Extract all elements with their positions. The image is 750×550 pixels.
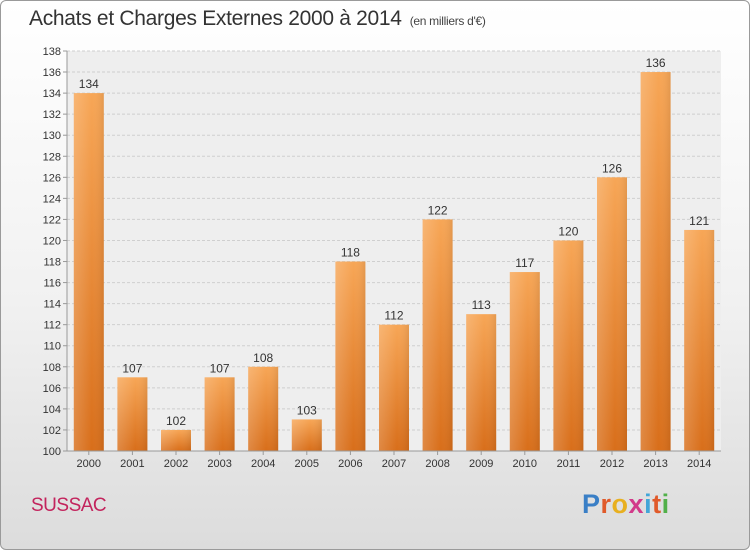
data-label-2001: 107 — [122, 361, 142, 375]
data-label-2012: 126 — [602, 161, 622, 175]
bar-shade-2012 — [597, 177, 627, 451]
data-label-2010: 117 — [515, 256, 534, 270]
bar-shade-2005 — [291, 419, 322, 451]
bar-shade-2004 — [248, 366, 279, 451]
bar-shade-2009 — [466, 314, 497, 451]
logo-letter: i — [661, 489, 670, 519]
bar-shade-2001 — [117, 377, 148, 451]
y-tick-label: 112 — [43, 320, 61, 332]
x-tick-label-2007: 2007 — [382, 458, 406, 470]
x-tick-label-2003: 2003 — [207, 458, 231, 470]
x-tick-label-2006: 2006 — [338, 458, 362, 470]
data-label-2004: 108 — [253, 351, 273, 365]
data-label-2009: 113 — [472, 298, 491, 312]
proxiti-logo: Proxiti — [582, 489, 670, 520]
data-label-2008: 122 — [428, 203, 448, 217]
bar-shade-2013 — [640, 72, 671, 451]
data-label-2000: 134 — [79, 77, 99, 91]
data-label-2005: 103 — [297, 403, 317, 417]
logo-letter: i — [644, 489, 653, 519]
y-tick-label: 114 — [43, 299, 61, 311]
chart-unit-note: (en milliers d'€) — [409, 14, 486, 28]
bar-shade-2003 — [204, 377, 235, 451]
x-tick-label-2014: 2014 — [687, 458, 711, 470]
bar-shade-2008 — [422, 219, 453, 451]
y-tick-label: 108 — [43, 362, 61, 374]
data-label-2007: 112 — [384, 309, 403, 323]
y-tick-label: 124 — [43, 193, 61, 205]
bar-shade-2002 — [161, 429, 191, 451]
y-tick-label: 100 — [43, 446, 61, 458]
data-label-2014: 121 — [689, 214, 709, 228]
y-tick-label: 128 — [43, 151, 61, 163]
x-tick-label-2012: 2012 — [600, 458, 624, 470]
data-labels: 134 107 102 107 108 103 118 112 122 113 117 120 126 1… — [79, 56, 710, 428]
bar-shade-2014 — [684, 229, 715, 451]
y-tick-labels: 100 102 104 106 108 110 112 114 116 118 120 122 124 1… — [43, 46, 61, 458]
bar-shade-2011 — [553, 240, 584, 451]
bars-group — [73, 72, 715, 455]
y-tick-label: 110 — [43, 341, 61, 353]
data-label-2013: 136 — [646, 56, 666, 70]
y-tick-label: 136 — [43, 67, 61, 79]
y-tick-label: 126 — [43, 172, 61, 184]
x-tick-label-2001: 2001 — [120, 458, 144, 470]
y-tick-label: 118 — [43, 257, 61, 269]
logo-letter: o — [611, 489, 629, 519]
bar-shade-2006 — [335, 261, 366, 451]
x-tick-labels: 2000 2001 2002 2003 2004 2005 2006 2007 2008 2009… — [77, 458, 712, 470]
logo-letter: r — [600, 489, 612, 519]
bar-shade-2010 — [509, 272, 540, 451]
x-tick-label-2008: 2008 — [425, 458, 449, 470]
logo-letter: t — [652, 489, 662, 519]
data-label-2006: 118 — [341, 246, 360, 260]
y-tick-label: 130 — [43, 130, 61, 142]
y-tick-label: 104 — [43, 404, 61, 416]
y-tick-label: 106 — [43, 383, 61, 395]
x-tick-label-2005: 2005 — [295, 458, 319, 470]
x-tick-label-2004: 2004 — [251, 458, 275, 470]
y-tick-label: 102 — [43, 425, 61, 437]
y-tick-label: 138 — [43, 46, 61, 58]
logo-letter: x — [628, 489, 645, 519]
bar-shade-2000 — [73, 93, 104, 452]
logo-letter: P — [582, 489, 601, 519]
y-tick-label: 132 — [43, 109, 61, 121]
x-tick-label-2002: 2002 — [164, 458, 188, 470]
y-tick-label: 120 — [43, 235, 61, 247]
bar-shade-2007 — [379, 324, 409, 451]
x-tick-label-2011: 2011 — [557, 458, 581, 470]
x-tick-label-2013: 2013 — [643, 458, 667, 470]
place-label: SUSSAC — [31, 495, 107, 516]
x-tick-label-2010: 2010 — [513, 458, 537, 470]
x-tick-label-2000: 2000 — [77, 458, 101, 470]
chart-title: Achats et Charges Externes 2000 à 2014 (e… — [29, 7, 486, 31]
data-label-2011: 120 — [558, 224, 578, 238]
data-label-2002: 102 — [166, 414, 186, 428]
y-tick-label: 134 — [43, 88, 61, 100]
data-label-2003: 107 — [210, 361, 230, 375]
x-tick-label-2009: 2009 — [469, 458, 493, 470]
chart-title-text: Achats et Charges Externes 2000 à 2014 — [29, 7, 402, 30]
y-tick-label: 116 — [43, 278, 61, 290]
y-tick-label: 122 — [43, 214, 61, 226]
